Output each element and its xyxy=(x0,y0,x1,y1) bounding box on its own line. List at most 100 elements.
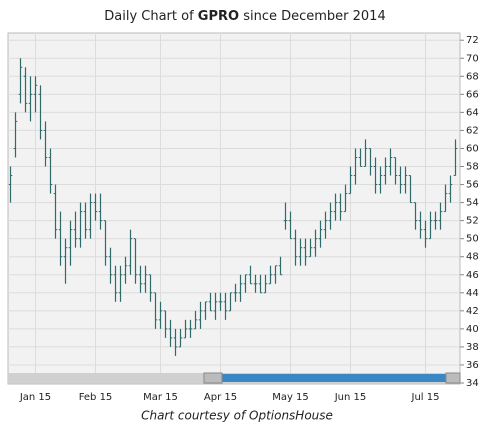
y-tick-label: 46 xyxy=(466,270,479,281)
ohlc-bar xyxy=(223,292,228,320)
ohlc-bar xyxy=(298,238,303,266)
y-tick-label: 56 xyxy=(466,180,479,191)
ohlc-bar xyxy=(303,238,308,266)
ohlc-bar xyxy=(413,202,418,230)
ohlc-bar xyxy=(188,319,193,338)
ohlc-bar xyxy=(123,256,128,284)
ohlc-bar xyxy=(343,184,348,213)
x-tick-label: Apr 15 xyxy=(204,392,237,403)
ohlc-bar xyxy=(183,319,188,339)
ohlc-bar xyxy=(318,220,323,248)
ohlc-bar xyxy=(213,292,218,320)
ohlc-bar xyxy=(368,147,373,176)
y-tick-label: 34 xyxy=(466,378,479,389)
ohlc-bar xyxy=(178,328,183,348)
y-tick-label: 62 xyxy=(466,125,479,136)
ohlc-bar xyxy=(233,283,238,302)
y-tick-label: 38 xyxy=(466,342,479,353)
ohlc-bar xyxy=(323,211,328,239)
ohlc-bar xyxy=(138,265,143,293)
x-tick-label: May 15 xyxy=(272,392,309,403)
y-tick-label: 68 xyxy=(466,71,479,82)
y-tick-label: 58 xyxy=(466,162,479,173)
y-tick-label: 70 xyxy=(466,53,479,64)
ohlc-bar xyxy=(268,265,273,285)
ohlc-bar xyxy=(393,156,398,185)
ohlc-bar xyxy=(398,166,403,194)
ohlc-bar xyxy=(258,274,263,294)
ohlc-bar xyxy=(278,256,283,276)
ohlc-bar xyxy=(388,148,393,176)
ohlc-bar xyxy=(363,139,368,168)
ohlc-bar xyxy=(48,148,53,194)
ohlc-bar xyxy=(53,184,58,239)
scrollbar[interactable] xyxy=(8,372,461,384)
ohlc-bar xyxy=(253,274,258,293)
ohlc-bar xyxy=(158,301,163,329)
ohlc-bar xyxy=(333,193,338,221)
ohlc-bar xyxy=(403,166,408,194)
ohlc-bar xyxy=(228,292,233,312)
x-tick-label: Feb 15 xyxy=(79,392,113,403)
ohlc-bar xyxy=(193,310,198,330)
ohlc-bar xyxy=(103,220,108,266)
y-tick-label: 52 xyxy=(466,216,479,227)
scroll-handle[interactable] xyxy=(203,372,223,384)
y-tick-label: 72 xyxy=(466,35,479,46)
y-tick-label: 48 xyxy=(466,252,479,263)
ohlc-bar xyxy=(18,58,23,104)
ohlc-bar xyxy=(203,301,208,320)
ohlc-bar xyxy=(28,76,33,122)
y-tick-label: 44 xyxy=(466,288,479,299)
ohlc-bar xyxy=(88,193,93,239)
scroll-range[interactable] xyxy=(222,374,446,382)
ohlc-bar xyxy=(118,265,123,302)
ohlc-bar xyxy=(8,166,13,203)
caption: Chart courtesy of OptionsHouse xyxy=(141,409,333,423)
ohlc-bar xyxy=(113,265,118,302)
ohlc-bar xyxy=(163,310,168,338)
ohlc-bar xyxy=(108,247,113,284)
scroll-handle[interactable] xyxy=(445,372,461,384)
y-tick-label: 64 xyxy=(466,107,479,118)
ohlc-bar xyxy=(198,301,203,329)
ohlc-bar xyxy=(68,220,73,266)
ohlc-bar xyxy=(348,166,353,195)
ohlc-bar xyxy=(293,229,298,266)
y-tick-label: 66 xyxy=(466,89,479,100)
ohlc-bar xyxy=(273,265,278,284)
ohlc-bar xyxy=(23,67,28,113)
ohlc-bar xyxy=(63,238,68,284)
ohlc-bar xyxy=(128,229,133,275)
x-tick-label: Mar 15 xyxy=(143,392,178,403)
y-tick-label: 60 xyxy=(466,143,479,154)
ohlc-bar xyxy=(338,193,343,221)
ohlc-bar xyxy=(208,292,213,312)
ohlc-bar xyxy=(168,319,173,347)
ohlc-bar xyxy=(148,274,153,302)
ohlc-bar xyxy=(308,238,313,258)
x-tick-label: Jun 15 xyxy=(334,392,367,403)
ohlc-bar xyxy=(378,166,383,194)
ohlc-bar xyxy=(248,265,253,285)
y-tick-label: 36 xyxy=(466,360,479,371)
ohlc-bar xyxy=(423,220,428,248)
ohlc-bar xyxy=(93,193,98,221)
ohlc-bar xyxy=(408,175,413,204)
ohlc-bar xyxy=(428,211,433,240)
ohlc-bar xyxy=(448,175,453,203)
ohlc-bar xyxy=(143,265,148,293)
plot-area xyxy=(7,32,461,385)
ohlc-bar xyxy=(313,229,318,257)
ohlc-bar xyxy=(58,211,63,266)
ohlc-bar xyxy=(418,211,423,239)
ohlc-bar xyxy=(358,148,363,168)
ohlc-bar xyxy=(98,193,103,230)
ohlc-bar xyxy=(453,139,458,177)
chart-title: Daily Chart of GPRO since December 2014 xyxy=(104,9,385,24)
ohlc-bar xyxy=(373,157,378,194)
ohlc-bar xyxy=(438,202,443,230)
y-tick-label: 50 xyxy=(466,234,479,245)
ohlc-bar xyxy=(33,76,38,113)
